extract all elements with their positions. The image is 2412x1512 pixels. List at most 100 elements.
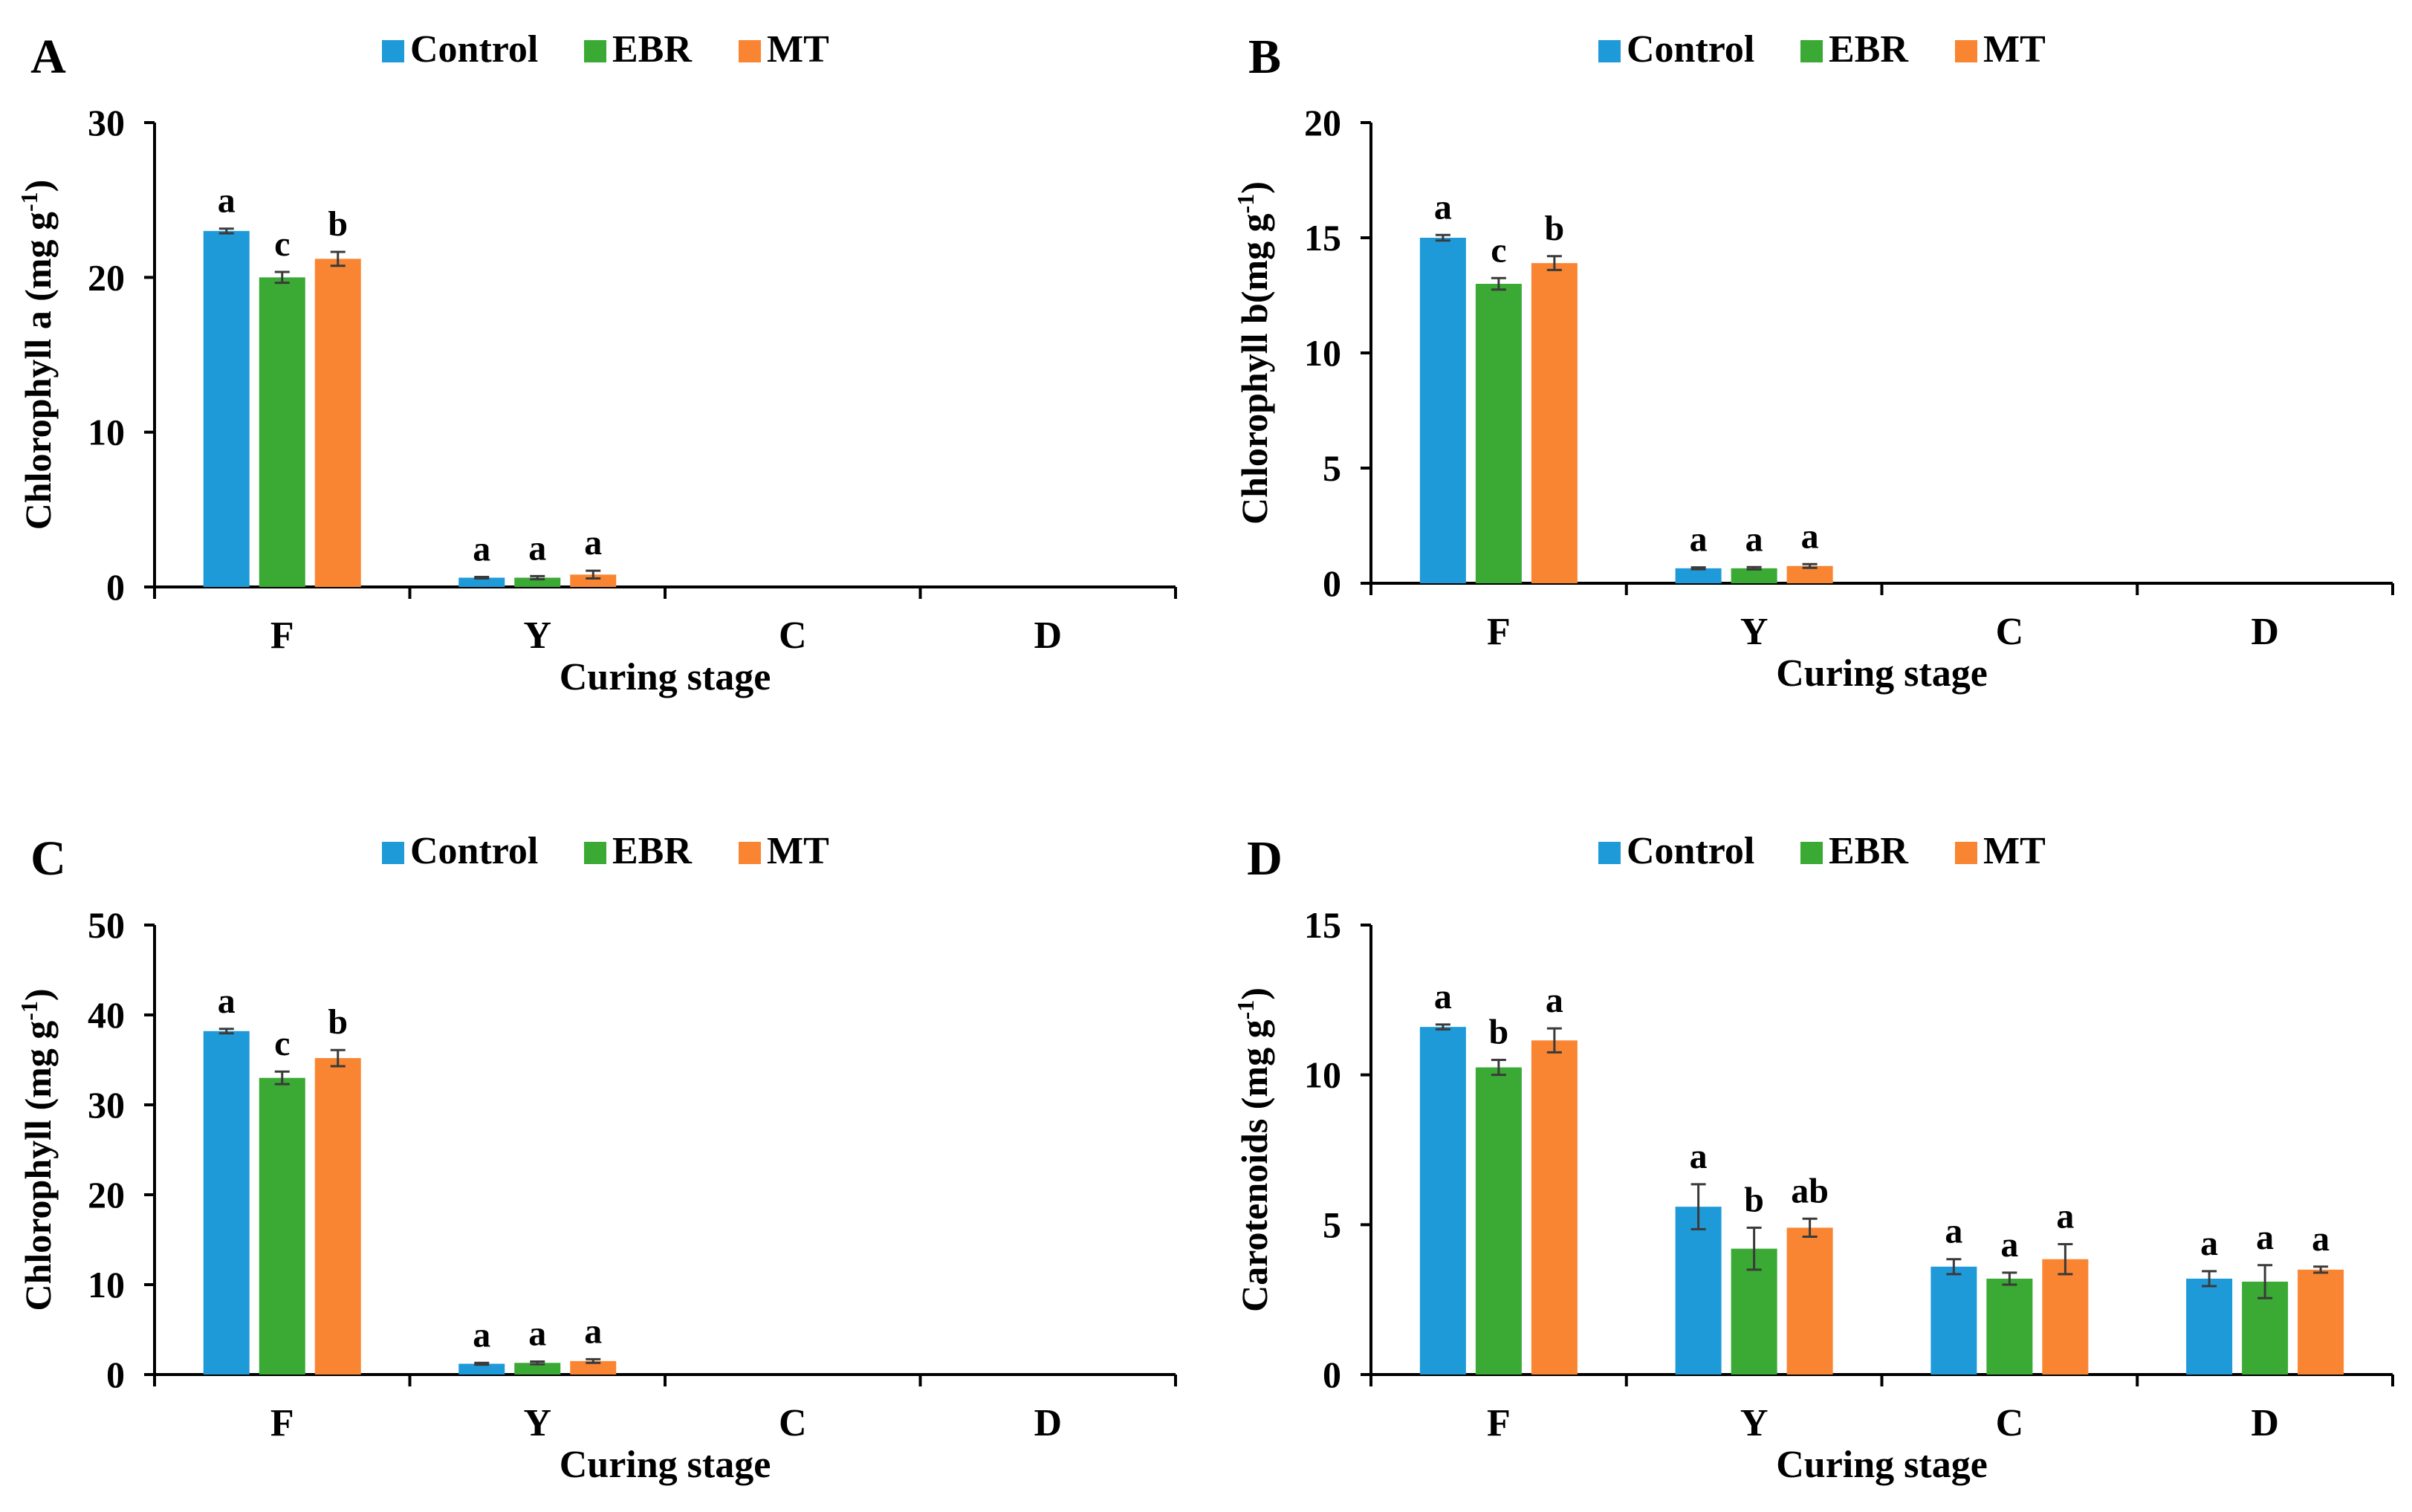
x-tick-label: C [779, 1402, 807, 1444]
significance-letter: a [584, 1311, 602, 1351]
bar-mt-c [2042, 1259, 2089, 1375]
y-axis-title-main: Chlorophyll a (mg g [17, 212, 59, 530]
y-axis-title-main: Chlorophyll (mg g [17, 1021, 59, 1311]
significance-letter: b [1545, 209, 1565, 248]
x-tick-label: F [270, 1402, 294, 1444]
significance-letter: a [1801, 516, 1819, 556]
panel-label: B [1248, 30, 1281, 84]
y-axis-title: Carotenoids (mg g-1) [1232, 987, 1275, 1312]
panel-label: C [30, 831, 66, 886]
y-axis-title-tail: ) [1233, 181, 1275, 194]
bar-mt-y [1786, 565, 1833, 583]
x-axis-title: Curing stage [1776, 1444, 1988, 1486]
y-tick-label: 30 [88, 1084, 125, 1126]
bar-control-f [1419, 1027, 1466, 1375]
y-tick-label: 50 [88, 904, 125, 946]
significance-letter: a [2200, 1224, 2218, 1263]
legend-swatch-mt [739, 842, 761, 864]
bar-mt-f [314, 259, 361, 587]
legend-swatch-control [1598, 842, 1621, 864]
bar-ebr-f [259, 1077, 305, 1375]
legend-swatch-ebr [584, 842, 606, 864]
significance-letter: a [2256, 1218, 2274, 1257]
panel-B: B Control EBR MT 0 5 10 15 20 F Y C D Curing stage Chl… [1232, 28, 2394, 695]
significance-letter: a [2000, 1225, 2018, 1265]
panel-D: D Control EBR MT 0 5 10 15 F Y C D Curing stage Carot… [1232, 830, 2394, 1486]
significance-letter: a [584, 523, 602, 562]
bar-ebr-f [259, 277, 305, 587]
y-axis-title: Chlorophyll (mg g-1) [16, 988, 59, 1311]
legend-swatch-control [382, 40, 404, 62]
significance-letter: b [1744, 1180, 1764, 1219]
y-axis-title-sup: -1 [16, 1001, 42, 1021]
x-tick-label: Y [523, 1402, 551, 1444]
y-axis-title-tail: ) [17, 180, 59, 192]
bar-mt-f [1531, 1040, 1578, 1375]
legend-label-mt: MT [767, 830, 829, 872]
significance-letter: b [1489, 1013, 1509, 1052]
legend-label-mt: MT [1983, 28, 2046, 71]
significance-letter: a [218, 181, 236, 221]
bar-ebr-f [1475, 284, 1522, 583]
y-axis-title-sup: -1 [16, 192, 42, 212]
legend-label-control: Control [410, 28, 538, 71]
x-tick-label: F [1487, 611, 1511, 653]
legend-swatch-ebr [1800, 842, 1823, 864]
x-axis-title: Curing stage [560, 656, 771, 698]
x-tick-label: D [1034, 1402, 1062, 1444]
y-tick-label: 20 [1304, 102, 1341, 143]
bar-control-y [1675, 1207, 1722, 1375]
y-tick-label: 10 [88, 1264, 125, 1305]
legend-swatch-mt [739, 40, 761, 62]
y-axis-title: Chlorophyll b(mg g-1) [1232, 181, 1275, 525]
x-tick-label: Y [523, 614, 551, 657]
significance-letter: b [328, 1002, 348, 1042]
legend-swatch-control [382, 842, 404, 864]
panel-C: C Control EBR MT 0 10 20 30 40 50 F Y C D Curing stage… [16, 830, 1177, 1486]
panel-label: A [30, 30, 66, 84]
legend-label-mt: MT [1983, 830, 2046, 872]
x-axis-title: Curing stage [1776, 652, 1988, 695]
legend-label-control: Control [1627, 830, 1754, 872]
x-tick-label: Y [1740, 611, 1769, 653]
x-tick-label: F [270, 614, 294, 657]
significance-letter: a [1690, 1137, 1708, 1176]
legend-swatch-ebr [584, 40, 606, 62]
bar-control-f [203, 1031, 250, 1375]
y-tick-label: 0 [1323, 562, 1341, 604]
y-tick-label: 15 [1304, 217, 1341, 259]
y-tick-label: 5 [1323, 447, 1341, 489]
y-tick-label: 0 [106, 1354, 125, 1395]
bar-control-f [203, 230, 250, 587]
significance-letter: a [1434, 977, 1452, 1016]
bar-ebr-y [1731, 568, 1777, 583]
legend-swatch-mt [1955, 40, 1977, 62]
x-tick-label: C [1996, 611, 2024, 653]
x-tick-label: Y [1740, 1402, 1769, 1444]
significance-letter: c [1491, 230, 1506, 270]
bar-mt-y [570, 1360, 617, 1375]
bar-ebr-y [514, 1363, 561, 1375]
x-tick-label: F [1487, 1402, 1511, 1444]
bar-ebr-f [1475, 1067, 1522, 1375]
y-axis-title-main: Chlorophyll b(mg g [1233, 213, 1275, 525]
legend-label-ebr: EBR [612, 830, 693, 872]
bar-mt-y [570, 574, 617, 587]
significance-letter: c [274, 1024, 290, 1063]
y-tick-label: 0 [106, 566, 125, 608]
significance-letter: a [2312, 1219, 2330, 1259]
panel-label: D [1247, 831, 1283, 886]
bar-ebr-c [1986, 1278, 2033, 1375]
significance-letter: a [2056, 1197, 2074, 1236]
significance-letter: a [1690, 520, 1708, 559]
significance-letter: b [328, 204, 348, 244]
significance-letter: a [528, 528, 546, 568]
bar-mt-d [2298, 1269, 2344, 1375]
y-axis-title-tail: ) [17, 988, 59, 1001]
legend-label-control: Control [1627, 28, 1754, 71]
y-tick-label: 10 [1304, 1054, 1341, 1096]
x-tick-label: D [1034, 614, 1062, 657]
bar-control-d [2186, 1278, 2233, 1375]
y-axis-title-tail: ) [1233, 987, 1275, 1000]
